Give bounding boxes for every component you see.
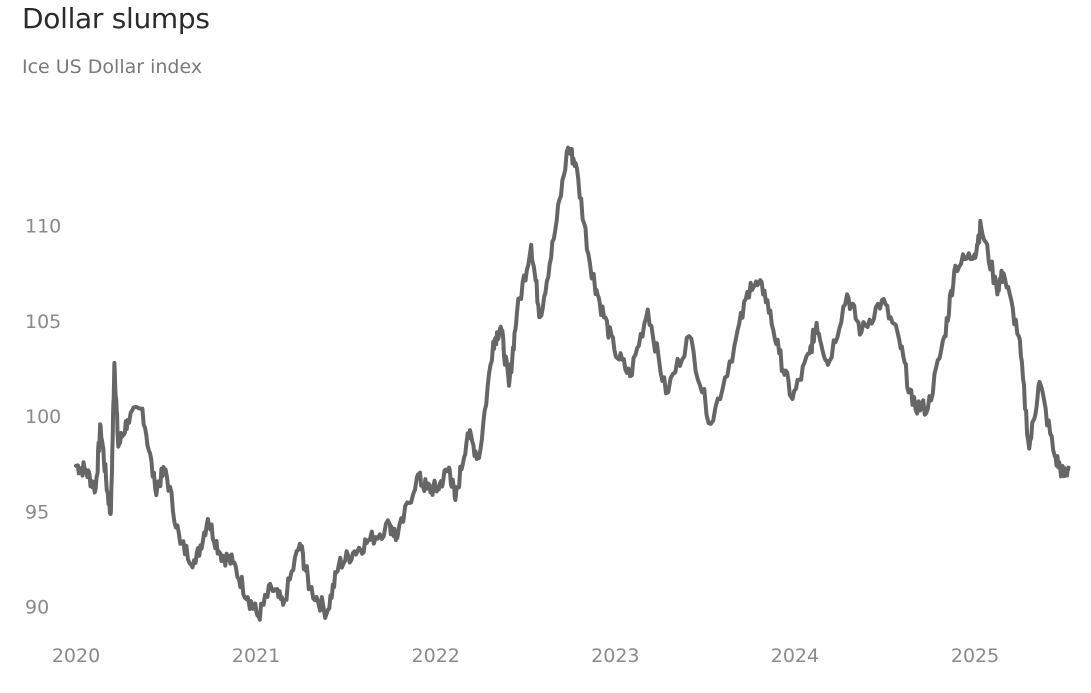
y-tick-label: 105	[25, 311, 61, 333]
y-tick-label: 90	[25, 597, 49, 619]
x-axis: 2020 2021 2022 2023 2024 2025	[52, 645, 999, 667]
x-tick-label: 2021	[232, 645, 280, 667]
y-tick-label: 110	[25, 216, 61, 238]
x-tick-label: 2024	[771, 645, 819, 667]
y-tick-label: 100	[25, 406, 61, 428]
plot-area	[74, 145, 1071, 622]
chart-title: Dollar slumps	[22, 2, 210, 35]
series-line	[74, 145, 1071, 622]
y-axis: 90 95 100 105 110	[25, 216, 61, 619]
chart-subtitle: Ice US Dollar index	[22, 56, 203, 78]
y-tick-label: 95	[25, 501, 49, 523]
x-tick-label: 2025	[951, 645, 999, 667]
x-tick-label: 2023	[591, 645, 639, 667]
x-tick-label: 2020	[52, 645, 100, 667]
x-tick-label: 2022	[412, 645, 460, 667]
